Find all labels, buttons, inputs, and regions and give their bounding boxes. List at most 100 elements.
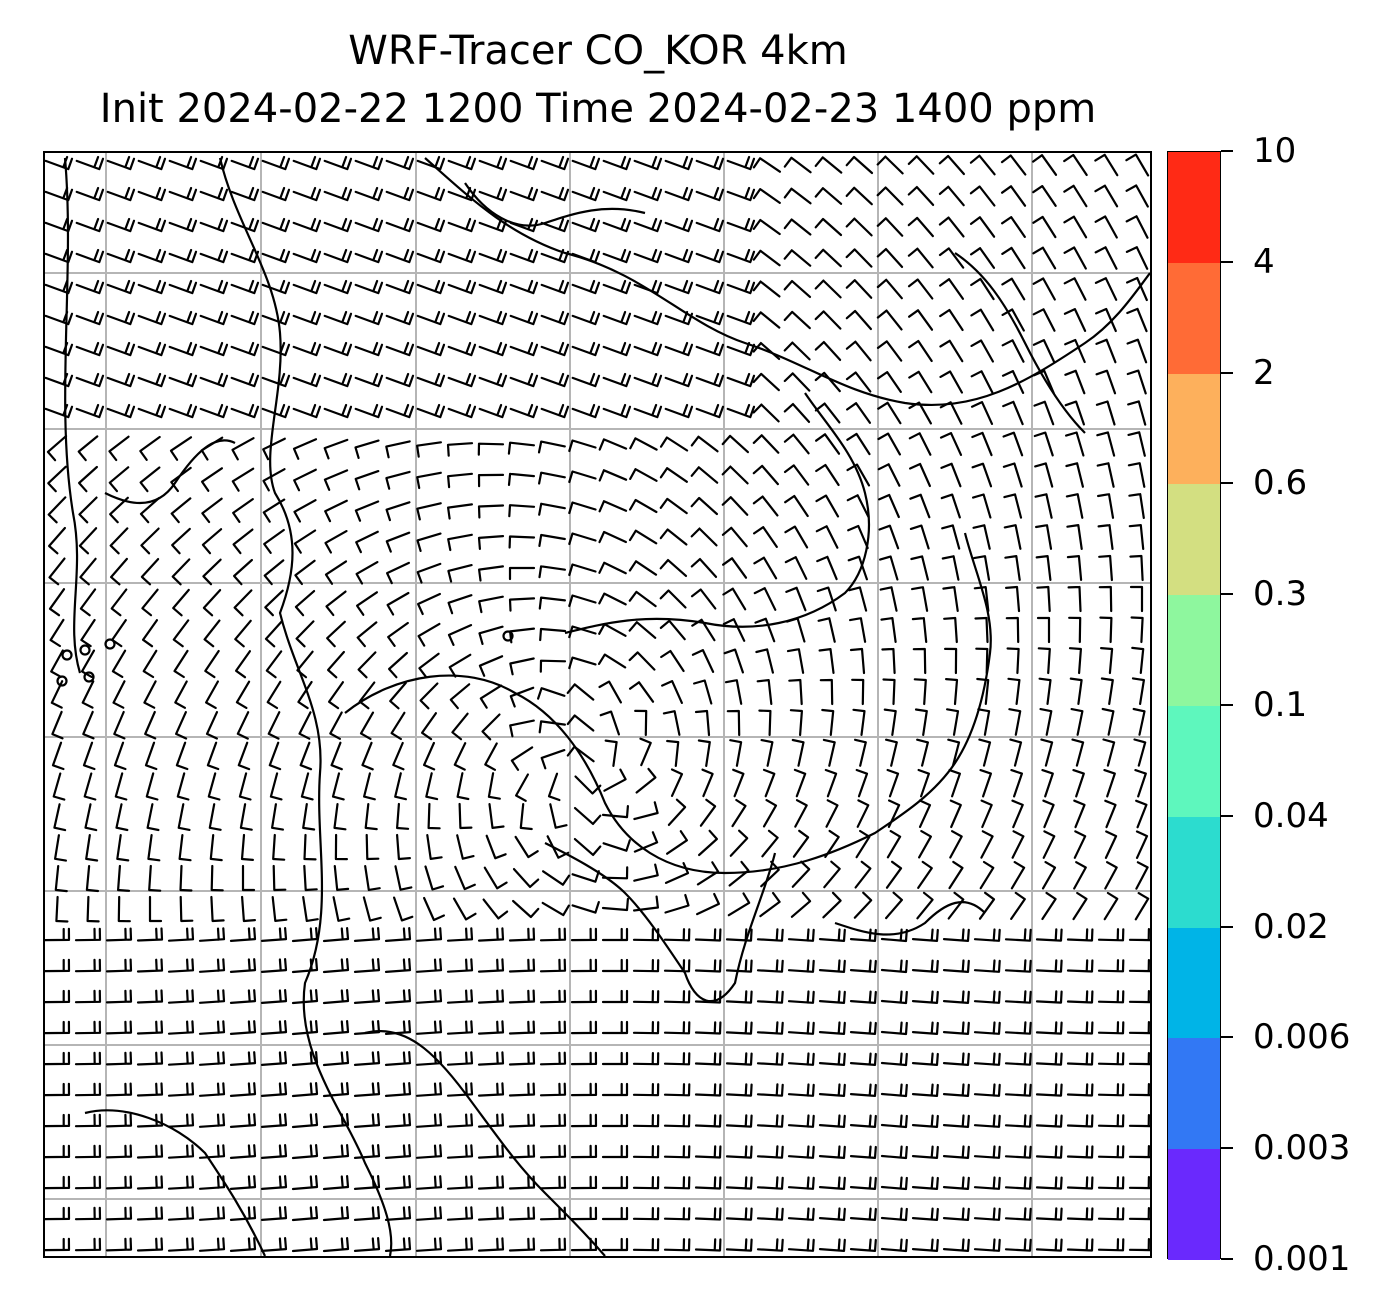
wind-barb: [721, 434, 749, 454]
wind-barb: [1042, 799, 1055, 829]
wind-barb: [446, 958, 474, 973]
wind-barb: [1128, 1145, 1150, 1159]
wind-barb: [75, 186, 105, 202]
wind-barb: [447, 403, 477, 419]
wind-barb: [114, 772, 128, 801]
wind-barb: [297, 680, 313, 710]
wind-barb: [752, 249, 781, 267]
wind-barb: [1097, 1114, 1125, 1128]
wind-barb: [879, 555, 899, 581]
wind-barb: [816, 555, 838, 581]
wind-barb: [794, 799, 808, 828]
wind-barb: [298, 711, 312, 740]
wind-barb: [1069, 677, 1083, 705]
wind-barb: [415, 1051, 443, 1066]
wind-barb: [571, 217, 601, 233]
wind-barb: [1095, 338, 1117, 364]
wind-barb: [110, 557, 128, 586]
wind-barb: [632, 1176, 660, 1190]
wind-barb: [909, 462, 931, 488]
wind-barb: [571, 870, 600, 883]
wind-barb: [690, 435, 719, 453]
wind-barb: [354, 403, 384, 419]
wind-barb: [235, 680, 251, 709]
wind-barb: [1125, 246, 1149, 270]
wind-barb: [788, 678, 803, 706]
wind-barb: [911, 1238, 939, 1252]
wind-barb: [267, 711, 281, 740]
wind-barb: [45, 186, 74, 202]
wind-barb: [201, 467, 223, 492]
wind-barb: [230, 155, 260, 171]
wind-barb: [141, 588, 159, 617]
wind-barb: [664, 279, 694, 295]
map-panel: [43, 151, 1152, 1258]
colorbar-tick: [1221, 925, 1233, 928]
wind-barb: [538, 502, 566, 516]
wind-barb: [384, 1206, 412, 1221]
wind-barb: [1125, 153, 1150, 177]
wind-barb: [601, 1051, 629, 1066]
wind-barb: [538, 596, 566, 610]
wind-barb: [540, 372, 570, 388]
wind-barb: [385, 403, 415, 419]
wind-barb: [664, 186, 694, 202]
colorbar-segment: [1168, 816, 1220, 929]
wind-barb: [291, 958, 319, 974]
wind-barb: [1066, 959, 1094, 973]
wind-barb: [754, 617, 776, 643]
wind-barb: [1097, 990, 1125, 1004]
wind-barb: [547, 772, 561, 802]
wind-barb: [83, 772, 97, 801]
wind-barb: [540, 155, 570, 171]
wind-barb: [45, 372, 74, 388]
wind-barb: [199, 155, 229, 171]
wind-barb: [168, 155, 198, 171]
wind-barb: [48, 557, 66, 586]
wind-barb: [292, 403, 322, 419]
wind-barb: [633, 248, 663, 264]
wind-barb: [722, 587, 747, 611]
wind-barb: [845, 309, 872, 331]
wind-barb: [238, 772, 252, 801]
wind-barb: [354, 310, 384, 326]
wind-barb: [82, 710, 95, 740]
wind-barb: [334, 833, 348, 861]
wind-barb: [634, 709, 648, 737]
wind-barb: [571, 310, 601, 326]
wind-barb: [570, 989, 598, 1004]
wind-barb: [75, 248, 105, 264]
wind-barb: [756, 1238, 784, 1252]
wind-barb: [1104, 830, 1118, 859]
wind-barb: [949, 830, 963, 859]
wind-barb: [230, 310, 260, 326]
colorbar-tick-label: 10: [1253, 131, 1297, 171]
wind-barb: [787, 1207, 815, 1221]
wind-barb: [117, 895, 131, 923]
wind-barb: [478, 625, 504, 645]
wind-barb: [1101, 707, 1115, 736]
wind-barb: [792, 829, 810, 858]
wind-barb: [478, 341, 508, 357]
wind-barb: [170, 497, 192, 524]
wind-barb: [142, 649, 158, 679]
wind-barb: [167, 1206, 195, 1221]
wind-barb: [1063, 215, 1088, 239]
wind-barb: [205, 680, 219, 709]
wind-barb: [818, 1145, 846, 1159]
wind-barb: [970, 277, 995, 301]
wind-barb: [1004, 555, 1021, 581]
colorbar-segment: [1168, 1149, 1220, 1261]
wind-barb: [512, 899, 540, 919]
wind-barb: [538, 565, 566, 579]
wind-barb: [1009, 738, 1023, 767]
wind-barb: [725, 1176, 753, 1190]
colorbar-tick: [1221, 814, 1233, 817]
wind-barb: [174, 680, 188, 709]
wind-barb: [664, 310, 694, 326]
wind-barb: [1004, 1021, 1032, 1035]
wind-barb: [568, 501, 597, 515]
wind-barb: [752, 157, 781, 173]
wind-barb: [1032, 246, 1057, 270]
wind-barb: [1135, 799, 1148, 829]
